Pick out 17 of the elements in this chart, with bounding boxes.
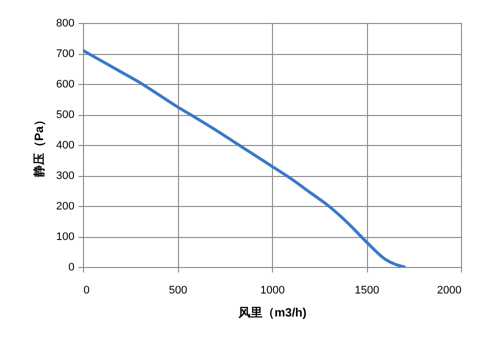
y-tick-label: 600 [56, 78, 74, 90]
y-axis-title: 静压（Pa） [32, 114, 46, 178]
x-tick-label: 500 [168, 284, 188, 296]
y-tick-label: 500 [56, 109, 74, 121]
y-tick-label: 300 [56, 170, 74, 182]
x-tick-label: 1500 [354, 284, 380, 296]
x-tick-label: 0 [84, 284, 90, 296]
x-axis-title: 风里（m3/h) [237, 306, 307, 320]
y-tick-label: 100 [56, 231, 74, 243]
y-tick-label: 0 [68, 262, 74, 274]
y-tick-label: 200 [56, 200, 74, 212]
y-tick-label: 400 [56, 140, 74, 152]
x-tick-label: 2000 [437, 284, 462, 296]
y-tick-label: 700 [56, 48, 74, 60]
x-tick-label: 1000 [260, 284, 285, 296]
line-series [83, 48, 406, 267]
y-tick-label: 800 [56, 18, 74, 30]
